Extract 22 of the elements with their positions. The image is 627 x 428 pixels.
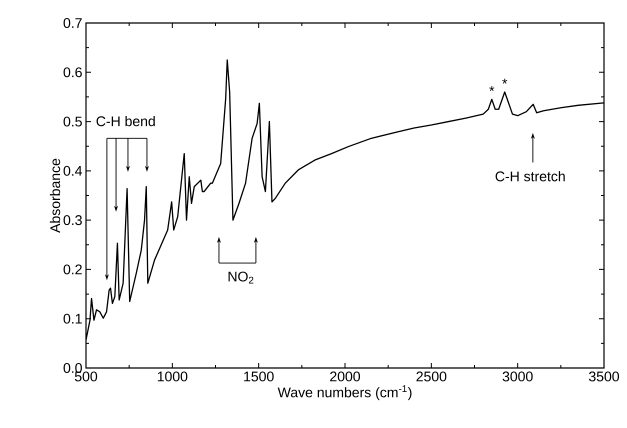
y-tick-label: 0.3 [64, 215, 82, 226]
y-tick-label: 0.1 [64, 314, 82, 324]
x-tick-label: 1500 [244, 372, 274, 382]
annotation: * [489, 86, 494, 92]
annotation: C-H bend [96, 116, 155, 126]
x-tick-label: 2000 [330, 372, 360, 382]
y-tick-label: 0.0 [64, 363, 82, 373]
y-tick-label: 0.5 [64, 116, 82, 127]
x-tick-label: 3000 [502, 372, 533, 382]
y-axis-title: Absorbance [50, 158, 60, 233]
annotation: C-H stretch [496, 171, 565, 182]
x-tick-label: 500 [74, 372, 98, 382]
y-tick-label: 0.6 [64, 67, 82, 78]
x-axis-title: Wave numbers (cm$^{-1}$) [278, 385, 412, 400]
annotation: NO$_{2}$ [228, 272, 254, 284]
x-tick-label: 2500 [416, 372, 446, 382]
annotation: * [502, 78, 508, 84]
x-tick-label: 3500 [588, 372, 620, 382]
y-tick-label: 0.7 [64, 18, 82, 28]
y-tick-label: 0.2 [64, 264, 82, 274]
x-tick-label: 1000 [158, 372, 188, 382]
y-tick-label: 0.4 [64, 166, 82, 176]
